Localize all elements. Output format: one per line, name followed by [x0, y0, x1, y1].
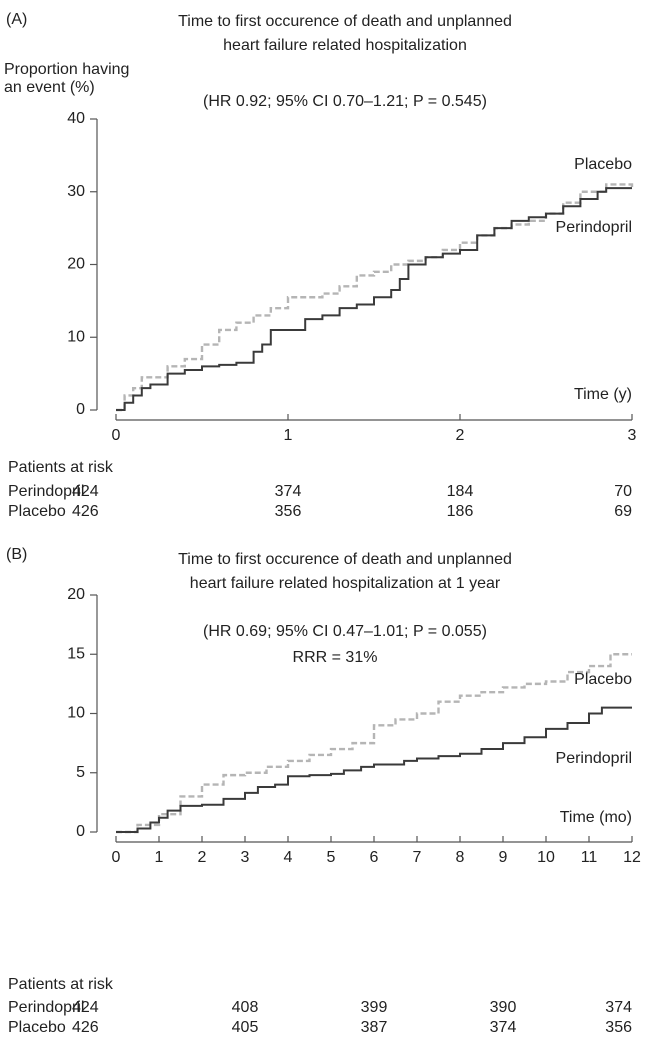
- x-tick-label: 2: [456, 427, 465, 444]
- x-tick-label: 3: [628, 427, 637, 444]
- x-tick-label: 10: [537, 849, 555, 866]
- y-axis-title: an event (%): [4, 79, 95, 96]
- series-label: Perindopril: [556, 750, 632, 767]
- risk-value: 424: [72, 483, 99, 500]
- y-tick-label: 10: [67, 328, 85, 345]
- x-tick-label: 5: [327, 849, 336, 866]
- risk-row-name: Placebo: [8, 1019, 66, 1036]
- risk-value: 70: [614, 483, 632, 500]
- chart-title: heart failure related hospitalization at…: [190, 575, 501, 592]
- x-axis-title: Time (mo): [560, 809, 632, 826]
- chart-title: Time to first occurence of death and unp…: [178, 13, 512, 30]
- y-tick-label: 40: [67, 110, 85, 127]
- x-tick-label: 0: [112, 427, 121, 444]
- y-tick-label: 20: [67, 256, 85, 273]
- x-tick-label: 2: [198, 849, 207, 866]
- panel-label: (B): [6, 546, 27, 563]
- risk-value: 390: [490, 999, 517, 1016]
- y-tick-label: 5: [76, 764, 85, 781]
- subtitle: (HR 0.69; 95% CI 0.47–1.01; P = 0.055): [203, 623, 487, 640]
- survival-curve: [116, 653, 632, 834]
- x-tick-label: 4: [284, 849, 293, 866]
- y-tick-label: 10: [67, 705, 85, 722]
- panel-label: (A): [6, 11, 27, 28]
- survival-curve: [116, 187, 632, 411]
- risk-value: 399: [361, 999, 388, 1016]
- risk-value: 405: [232, 1019, 259, 1036]
- risk-value: 356: [275, 503, 302, 520]
- risk-value: 356: [605, 1019, 632, 1036]
- survival-curve: [116, 183, 634, 412]
- series-label: Perindopril: [556, 219, 632, 236]
- risk-value: 69: [614, 503, 632, 520]
- y-tick-label: 30: [67, 183, 85, 200]
- y-axis-title: Proportion having: [4, 61, 129, 78]
- chart-title: heart failure related hospitalization: [223, 37, 467, 54]
- annotation: RRR = 31%: [293, 649, 378, 666]
- x-tick-label: 6: [370, 849, 379, 866]
- y-tick-label: 0: [76, 401, 85, 418]
- risk-row-name: Perindopril: [8, 999, 84, 1016]
- x-tick-label: 1: [284, 427, 293, 444]
- risk-value: 426: [72, 1019, 99, 1036]
- risk-value: 408: [232, 999, 259, 1016]
- survival-curve: [116, 706, 632, 833]
- risk-table-title: Patients at risk: [8, 459, 114, 476]
- x-tick-label: 0: [112, 849, 121, 866]
- risk-value: 387: [361, 1019, 388, 1036]
- x-tick-label: 12: [623, 849, 641, 866]
- series-label: Placebo: [574, 671, 632, 688]
- series-label: Placebo: [574, 156, 632, 173]
- x-tick-label: 8: [456, 849, 465, 866]
- subtitle: (HR 0.92; 95% CI 0.70–1.21; P = 0.545): [203, 93, 487, 110]
- x-axis-title: Time (y): [574, 386, 632, 403]
- y-tick-label: 15: [67, 645, 85, 662]
- x-tick-label: 7: [413, 849, 422, 866]
- y-tick-label: 20: [67, 586, 85, 603]
- risk-value: 186: [447, 503, 474, 520]
- chart-title: Time to first occurence of death and unp…: [178, 551, 512, 568]
- x-tick-label: 3: [241, 849, 250, 866]
- risk-value: 426: [72, 503, 99, 520]
- x-tick-label: 9: [499, 849, 508, 866]
- risk-table-title: Patients at risk: [8, 976, 114, 993]
- risk-value: 374: [605, 999, 632, 1016]
- risk-row-name: Perindopril: [8, 483, 84, 500]
- x-tick-label: 11: [581, 849, 598, 866]
- risk-value: 184: [447, 483, 474, 500]
- risk-value: 374: [275, 483, 302, 500]
- x-tick-label: 1: [155, 849, 164, 866]
- y-tick-label: 0: [76, 823, 85, 840]
- risk-value: 424: [72, 999, 99, 1016]
- risk-row-name: Placebo: [8, 503, 66, 520]
- risk-value: 374: [490, 1019, 517, 1036]
